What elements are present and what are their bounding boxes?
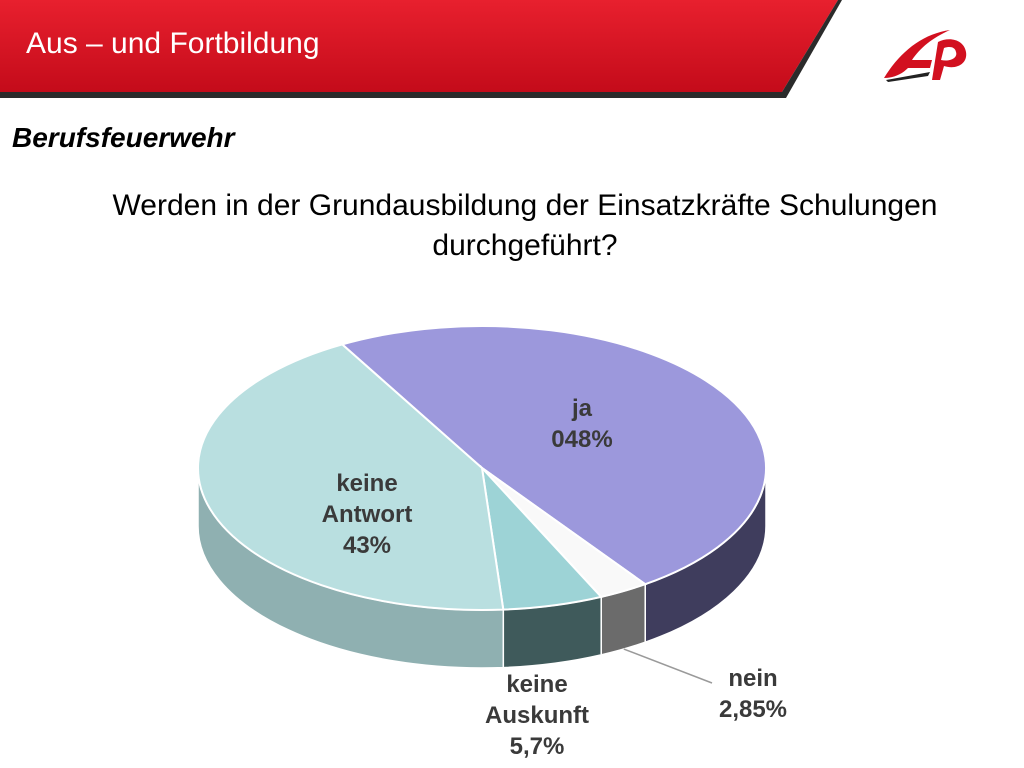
pie-side-walls <box>197 467 767 669</box>
pie-slice-antwort <box>197 343 505 611</box>
label-ja-value: 048% <box>551 426 613 453</box>
label-nein: nein 2,85% <box>698 663 808 725</box>
pie-slice-ja <box>340 325 767 586</box>
label-nein-value: 2,85% <box>718 696 788 723</box>
label-ja-name: ja <box>571 395 592 422</box>
label-keine-antwort-name-1: keine <box>336 470 398 497</box>
label-ja: ja 048% <box>532 393 632 455</box>
label-keine-antwort-value: 43% <box>342 532 392 559</box>
label-keine-auskunft-name-2: Auskunft <box>485 702 589 729</box>
header-title: Aus – und Fortbildung <box>26 27 320 60</box>
label-keine-auskunft-value: 5,7% <box>509 733 565 760</box>
label-nein-name: nein <box>728 665 778 692</box>
section-title: Berufsfeuerwehr <box>12 122 235 153</box>
label-keine-antwort-name-2: Antwort <box>321 501 413 528</box>
label-keine-antwort: keine Antwort 43% <box>297 468 437 561</box>
label-keine-auskunft-name-1: keine <box>506 671 568 698</box>
leader-line-nein <box>623 648 713 684</box>
logo-icon <box>884 30 967 82</box>
header-band <box>0 0 842 98</box>
label-keine-auskunft: keine Auskunft 5,7% <box>462 669 612 762</box>
pie-top-faces <box>197 325 767 611</box>
question-text: Werden in der Grundausbildung der Einsat… <box>112 189 938 262</box>
